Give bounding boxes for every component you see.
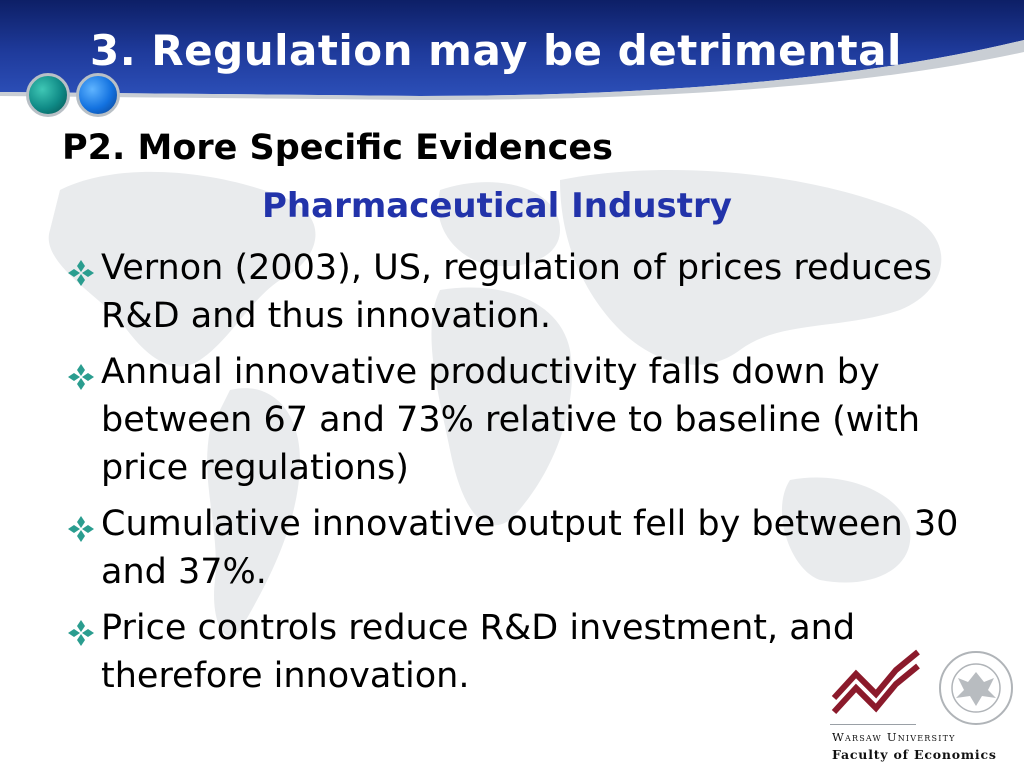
bullet-text: Cumulative innovative output fell by bet… xyxy=(101,504,959,592)
slide-title: 3. Regulation may be detrimental xyxy=(90,26,902,75)
section-heading: P2. More Specific Evidences xyxy=(62,128,613,168)
diamond-bullet-icon xyxy=(68,364,94,390)
bullet-text: Price controls reduce R&D investment, an… xyxy=(101,608,856,696)
diamond-bullet-icon xyxy=(68,260,94,286)
world-map-background xyxy=(48,170,942,637)
diamond-bullet-icon xyxy=(68,516,94,542)
header-swoosh xyxy=(0,40,1024,110)
bullet-text: Vernon (2003), US, regulation of prices … xyxy=(101,248,932,336)
logo-faculty-name: Faculty of Economics xyxy=(832,747,997,762)
university-seal-icon xyxy=(939,651,1013,725)
diamond-bullet-icon xyxy=(68,620,94,646)
logo-university-name: Warsaw University xyxy=(832,730,956,744)
bullet-item: Cumulative innovative output fell by bet… xyxy=(62,500,1017,596)
bullet-item: Annual innovative productivity falls dow… xyxy=(62,348,1017,492)
bullet-item: Vernon (2003), US, regulation of prices … xyxy=(62,244,1017,340)
bullet-list: Vernon (2003), US, regulation of prices … xyxy=(62,244,1017,708)
zigzag-logo-mark-icon xyxy=(831,649,920,715)
teal-orb-icon xyxy=(26,73,70,117)
warsaw-university-logo: Warsaw University Faculty of Economics xyxy=(822,648,1022,766)
blue-orb-icon xyxy=(76,73,120,117)
logo-divider xyxy=(830,724,916,725)
bullet-item: Price controls reduce R&D investment, an… xyxy=(62,604,1017,700)
industry-subheading: Pharmaceutical Industry xyxy=(262,186,732,226)
bullet-text: Annual innovative productivity falls dow… xyxy=(101,352,921,488)
